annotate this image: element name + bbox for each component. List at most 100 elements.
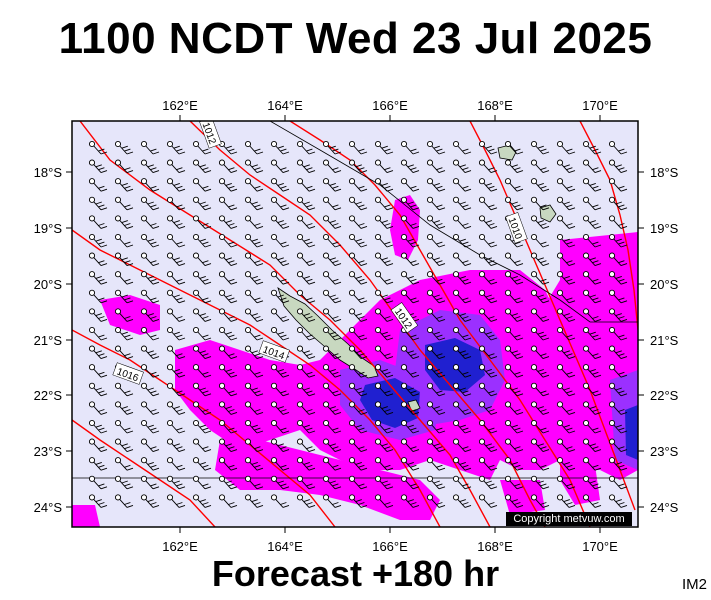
wind-barb — [218, 438, 238, 453]
wind-barb — [166, 326, 186, 341]
wind-barb — [296, 233, 316, 248]
wind-barb — [608, 419, 628, 434]
wind-barb — [348, 475, 368, 490]
wind-barb — [556, 345, 576, 360]
wind-barb — [348, 419, 368, 434]
wind-barb — [218, 252, 238, 267]
wind-barb — [400, 215, 420, 229]
lat-label-22-right: 22°S — [650, 388, 679, 403]
wind-barb — [504, 475, 524, 490]
wind-barb — [608, 308, 628, 322]
wind-barb — [166, 178, 186, 192]
wind-barb — [114, 252, 134, 267]
wind-barb — [218, 401, 238, 415]
wind-barb — [608, 438, 628, 453]
wind-barb — [140, 382, 160, 397]
wind-barb — [582, 401, 602, 415]
wind-barb — [192, 233, 212, 248]
wind-barb — [452, 308, 472, 322]
wind-barb — [322, 196, 342, 211]
wind-barb — [530, 345, 550, 360]
copyright-badge: Copyright metvuw.com — [506, 512, 632, 526]
wind-barb — [192, 419, 212, 434]
wind-barb — [88, 308, 108, 322]
wind-barb — [322, 382, 342, 397]
wind-barb — [556, 252, 576, 267]
wind-barb — [88, 159, 108, 174]
wind-barb — [348, 159, 368, 174]
wind-barb — [426, 140, 446, 155]
wind-barb — [244, 494, 264, 508]
wind-barb — [270, 457, 290, 471]
wind-barb — [478, 438, 498, 453]
wind-barb — [530, 494, 550, 508]
wind-barb — [166, 159, 186, 174]
wind-barb — [270, 475, 290, 490]
wind-barb — [582, 326, 602, 341]
wind-barb — [530, 233, 550, 248]
wind-barb — [530, 401, 550, 415]
wind-barb — [322, 252, 342, 267]
wind-barb — [504, 140, 524, 155]
wind-barb — [452, 438, 472, 453]
wind-barb — [452, 140, 472, 155]
wind-barb — [296, 271, 316, 285]
wind-barb — [244, 196, 264, 211]
wind-barb — [478, 252, 498, 267]
wind-barb — [270, 178, 290, 192]
wind-barb — [478, 401, 498, 415]
wind-barb — [166, 401, 186, 415]
wind-barb — [426, 345, 446, 360]
map-frame — [71, 120, 639, 528]
image-code: IM2 — [681, 576, 707, 593]
wind-barb — [530, 159, 550, 174]
wind-barb — [218, 382, 238, 397]
wind-barb — [114, 215, 134, 229]
wind-barb — [270, 140, 290, 155]
wind-barb — [608, 364, 628, 378]
wind-barb — [530, 364, 550, 378]
wind-barb — [270, 308, 290, 322]
wind-barb — [140, 326, 160, 341]
wind-barb — [296, 382, 316, 397]
wind-barb — [452, 382, 472, 397]
wind-barb — [530, 308, 550, 322]
lat-label-24-right: 24°S — [650, 500, 679, 515]
wind-barb — [322, 233, 342, 248]
lon-label-170: 170°E — [582, 98, 618, 113]
wind-barb — [270, 252, 290, 267]
wind-barb — [556, 401, 576, 415]
wind-barb — [426, 215, 446, 229]
wind-barb — [348, 215, 368, 229]
isobars — [72, 121, 638, 527]
wind-barb — [348, 457, 368, 471]
wind-barb — [296, 159, 316, 174]
wind-barb — [556, 364, 576, 378]
lon-label-164: 164°E — [267, 98, 303, 113]
wind-barb — [478, 233, 498, 248]
wind-barb — [218, 364, 238, 378]
wind-barb — [166, 382, 186, 397]
wind-barb — [504, 438, 524, 453]
wind-barb — [504, 326, 524, 341]
wind-barb — [348, 364, 368, 378]
wind-barb — [270, 382, 290, 397]
wind-barb — [530, 419, 550, 434]
wind-barb — [608, 326, 628, 341]
wind-barb — [114, 457, 134, 471]
wind-barb — [322, 401, 342, 415]
wind-barb — [270, 289, 290, 304]
wind-barb — [88, 475, 108, 490]
wind-barb — [322, 215, 342, 229]
wind-barb — [556, 271, 576, 285]
wind-barb — [478, 457, 498, 471]
wind-barb — [556, 326, 576, 341]
wind-barb — [400, 345, 420, 360]
wind-barb — [374, 438, 394, 453]
wind-barb — [608, 215, 628, 229]
wind-barb — [244, 233, 264, 248]
wind-barb — [140, 364, 160, 378]
wind-barb — [582, 140, 602, 155]
wind-barb — [478, 494, 498, 508]
